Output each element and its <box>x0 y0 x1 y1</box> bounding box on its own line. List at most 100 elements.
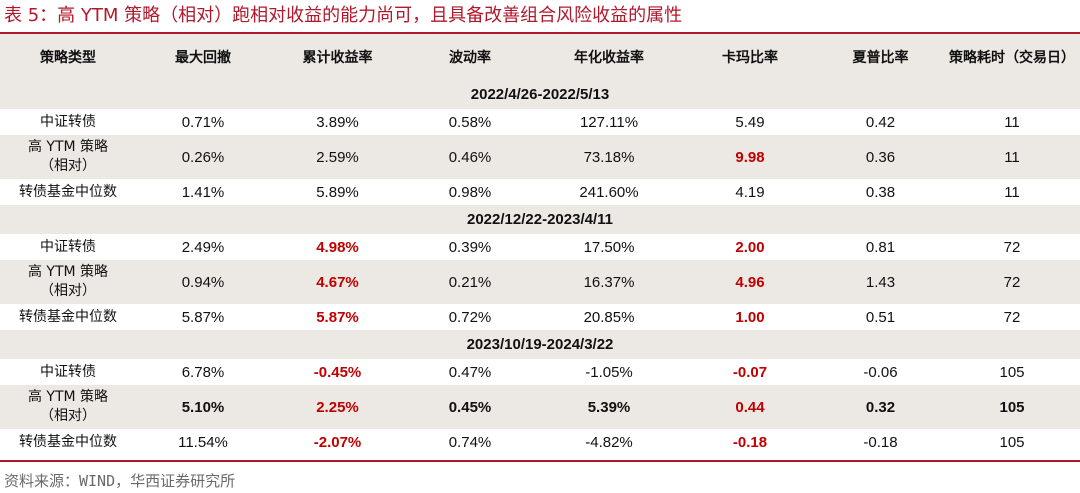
cell-cumulative-return: 5.87% <box>316 308 359 326</box>
cell-cumulative-return: 2.25% <box>270 385 405 429</box>
table-row: 中证转债 2.49% 4.98% 0.39% 17.50% 2.00 0.81 … <box>0 234 1080 260</box>
cell-sharpe-ratio: 0.81 <box>865 238 896 256</box>
period-label: 2023/10/19-2024/3/22 <box>0 330 1080 359</box>
table-row: 中证转债 6.78% -0.45% 0.47% -1.05% -0.07 -0.… <box>0 359 1080 385</box>
bottom-rule <box>0 460 1080 462</box>
strategy-comparison-table: 策略类型 最大回撤 累计收益率 波动率 年化收益率 卡玛比率 夏普比率 策略耗时… <box>0 34 1080 455</box>
cell-volatility: 0.21% <box>405 260 535 304</box>
row-name: 转债基金中位数 <box>19 308 117 325</box>
cell-sharpe-ratio: 0.36 <box>817 135 944 179</box>
table-row: 转债基金中位数 5.87% 5.87% 0.72% 20.85% 1.00 0.… <box>0 304 1080 330</box>
cell-calmar-ratio: 9.98 <box>683 135 817 179</box>
cell-volatility: 0.46% <box>405 135 535 179</box>
row-name: 中证转债 <box>40 363 96 380</box>
cell-volatility: 0.47% <box>448 363 492 381</box>
row-name: 中证转债 <box>40 238 96 255</box>
cell-duration: 105 <box>999 433 1025 451</box>
table-row: 中证转债 0.71% 3.89% 0.58% 127.11% 5.49 0.42… <box>0 109 1080 135</box>
cell-annualized-return: 241.60% <box>579 183 639 201</box>
cell-calmar-ratio: 2.00 <box>735 238 765 256</box>
cell-volatility: 0.98% <box>448 183 492 201</box>
cell-cumulative-return: 3.89% <box>316 113 359 131</box>
cell-sharpe-ratio: -0.06 <box>863 363 898 381</box>
cell-max-drawdown: 2.49% <box>181 238 225 256</box>
cell-sharpe-ratio: 1.43 <box>817 260 944 304</box>
row-name: 中证转债 <box>40 113 96 130</box>
cell-duration: 11 <box>944 135 1080 179</box>
cell-max-drawdown: 0.71% <box>181 113 225 131</box>
table-row: 高 YTM 策略 （相对） 0.26% 2.59% 0.46% 73.18% 9.… <box>0 135 1080 179</box>
row-name-line2: （相对） <box>40 158 96 174</box>
cell-cumulative-return: 4.98% <box>316 238 359 256</box>
cell-sharpe-ratio: 0.42 <box>865 113 896 131</box>
cell-cumulative-return: -2.07% <box>313 433 362 451</box>
cell-volatility: 0.45% <box>405 385 535 429</box>
header-sharpe-ratio: 夏普比率 <box>817 34 944 80</box>
cell-sharpe-ratio: 0.51 <box>865 308 896 326</box>
row-name: 转债基金中位数 <box>19 433 117 450</box>
cell-volatility: 0.58% <box>448 113 492 131</box>
header-max-drawdown: 最大回撤 <box>136 34 270 80</box>
header-row: 策略类型 最大回撤 累计收益率 波动率 年化收益率 卡玛比率 夏普比率 策略耗时… <box>0 34 1080 80</box>
table-row: 高 YTM 策略 （相对） 5.10% 2.25% 0.45% 5.39% 0.4… <box>0 385 1080 429</box>
cell-volatility: 0.72% <box>448 308 492 326</box>
cell-cumulative-return: 5.89% <box>316 183 359 201</box>
cell-duration: 11 <box>1004 113 1020 131</box>
row-name: 转债基金中位数 <box>19 183 117 200</box>
table-row: 高 YTM 策略 （相对） 0.94% 4.67% 0.21% 16.37% 4.… <box>0 260 1080 304</box>
cell-max-drawdown: 5.10% <box>136 385 270 429</box>
cell-annualized-return: 5.39% <box>535 385 683 429</box>
cell-annualized-return: 73.18% <box>535 135 683 179</box>
source-note: 资料来源：WIND，华西证券研究所 <box>4 472 236 490</box>
cell-annualized-return: 16.37% <box>535 260 683 304</box>
table-title: 表 5：高 YTM 策略（相对）跑相对收益的能力尚可，且具备改善组合风险收益的属… <box>4 5 683 26</box>
cell-cumulative-return: 4.67% <box>270 260 405 304</box>
cell-calmar-ratio: 5.49 <box>735 113 765 131</box>
period-row: 2022/12/22-2023/4/11 <box>0 205 1080 234</box>
cell-duration: 72 <box>944 260 1080 304</box>
row-name: 高 YTM 策略 （相对） <box>0 135 136 179</box>
cell-sharpe-ratio: -0.18 <box>863 433 898 451</box>
cell-annualized-return: 20.85% <box>583 308 635 326</box>
cell-annualized-return: 17.50% <box>583 238 635 256</box>
period-label: 2022/4/26-2022/5/13 <box>0 80 1080 109</box>
period-row: 2023/10/19-2024/3/22 <box>0 330 1080 359</box>
row-name-line1: 高 YTM 策略 <box>27 139 109 155</box>
cell-max-drawdown: 6.78% <box>181 363 225 381</box>
table-row: 转债基金中位数 11.54% -2.07% 0.74% -4.82% -0.18… <box>0 429 1080 455</box>
cell-cumulative-return: 2.59% <box>270 135 405 179</box>
cell-calmar-ratio: -0.07 <box>732 363 768 381</box>
table-row: 转债基金中位数 1.41% 5.89% 0.98% 241.60% 4.19 0… <box>0 179 1080 205</box>
cell-annualized-return: -1.05% <box>585 363 633 381</box>
cell-max-drawdown: 11.54% <box>178 433 228 451</box>
cell-duration: 72 <box>1003 308 1021 326</box>
header-volatility: 波动率 <box>405 34 535 80</box>
cell-annualized-return: 127.11% <box>579 113 639 131</box>
cell-calmar-ratio: 1.00 <box>735 308 765 326</box>
header-cumulative-return: 累计收益率 <box>270 34 405 80</box>
row-name: 高 YTM 策略 （相对） <box>0 385 136 429</box>
cell-duration: 72 <box>1003 238 1021 256</box>
row-name-line2: （相对） <box>40 408 96 424</box>
header-annualized-return: 年化收益率 <box>535 34 683 80</box>
period-label: 2022/12/22-2023/4/11 <box>0 205 1080 234</box>
cell-calmar-ratio: 4.96 <box>683 260 817 304</box>
cell-duration: 11 <box>1004 183 1020 201</box>
cell-calmar-ratio: -0.18 <box>732 433 768 451</box>
cell-calmar-ratio: 4.19 <box>735 183 765 201</box>
cell-calmar-ratio: 0.44 <box>683 385 817 429</box>
cell-duration: 105 <box>944 385 1080 429</box>
top-rule <box>0 32 1080 34</box>
cell-max-drawdown: 5.87% <box>181 308 225 326</box>
row-name-line1: 高 YTM 策略 <box>27 389 109 405</box>
cell-annualized-return: -4.82% <box>585 433 633 451</box>
cell-duration: 105 <box>999 363 1025 381</box>
row-name: 高 YTM 策略 （相对） <box>0 260 136 304</box>
cell-max-drawdown: 0.26% <box>136 135 270 179</box>
cell-max-drawdown: 0.94% <box>136 260 270 304</box>
cell-volatility: 0.39% <box>448 238 492 256</box>
row-name-line1: 高 YTM 策略 <box>27 264 109 280</box>
cell-sharpe-ratio: 0.38 <box>865 183 896 201</box>
header-strategy-type: 策略类型 <box>0 34 136 80</box>
header-calmar-ratio: 卡玛比率 <box>683 34 817 80</box>
